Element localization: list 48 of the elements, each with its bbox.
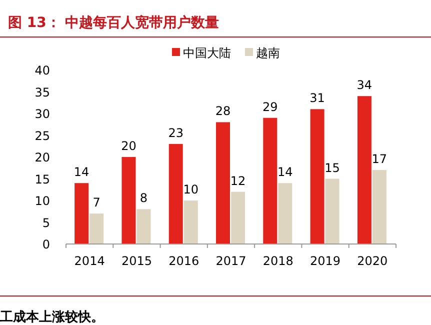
x-tick-label: 2016 — [168, 254, 200, 268]
y-tick-label: 10 — [34, 194, 50, 208]
y-tick-label: 20 — [34, 150, 50, 164]
data-label: 12 — [230, 174, 246, 188]
chart-title: 图 13： 中越每百人宽带用户数量 — [8, 14, 220, 31]
legend-label: 越南 — [256, 46, 280, 60]
x-tick-label: 2019 — [310, 254, 341, 268]
x-tick-label: 2017 — [216, 254, 246, 268]
y-tick-label: 30 — [34, 107, 50, 121]
data-label: 14 — [74, 165, 90, 180]
y-tick-label: 0 — [42, 238, 50, 252]
bar — [310, 109, 324, 244]
bar — [231, 192, 245, 244]
bar — [184, 200, 198, 244]
data-label: 28 — [215, 104, 231, 118]
legend-label: 中国大陆 — [183, 46, 231, 60]
data-label: 31 — [310, 91, 325, 106]
data-label: 17 — [372, 152, 388, 166]
bar — [74, 183, 89, 244]
x-tick-label: 2020 — [357, 254, 388, 268]
data-label: 20 — [121, 139, 136, 153]
data-label: 7 — [92, 196, 100, 210]
bar — [90, 214, 104, 244]
bar — [122, 157, 136, 244]
bar — [357, 96, 372, 244]
y-tick-label: 5 — [42, 216, 50, 230]
data-label: 8 — [140, 191, 148, 206]
data-label: 34 — [356, 78, 372, 92]
data-label: 14 — [278, 165, 293, 180]
text: 工成本上涨较快。 — [0, 309, 104, 325]
data-label: 23 — [168, 126, 184, 140]
bar — [168, 144, 183, 244]
y-tick-label: 15 — [34, 172, 50, 186]
data-label: 10 — [183, 182, 198, 196]
bar — [263, 118, 278, 244]
data-label: 15 — [324, 160, 340, 175]
y-tick-label: 35 — [34, 85, 50, 100]
y-tick-label: 40 — [34, 64, 50, 78]
x-tick-label: 2014 — [74, 254, 105, 268]
bar — [216, 122, 230, 244]
data-label: 29 — [262, 100, 278, 114]
y-tick-label: 25 — [34, 128, 50, 143]
x-tick-label: 2015 — [121, 254, 152, 268]
x-tick-label: 2018 — [262, 254, 294, 268]
bar — [136, 209, 151, 244]
bar — [278, 183, 292, 244]
bar — [325, 178, 340, 244]
bar — [372, 170, 386, 244]
